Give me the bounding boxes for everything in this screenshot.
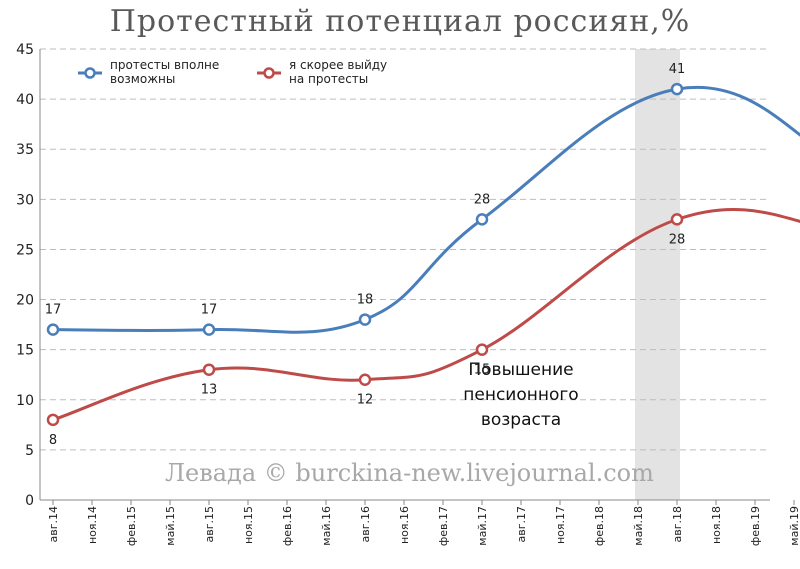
highlight-bands: [635, 49, 680, 500]
legend-entry: протесты вполне возможны: [110, 58, 219, 86]
x-tick-label: ноя.14: [86, 506, 99, 544]
data-point: [475, 213, 489, 226]
legend-entry-line: протесты вполне: [110, 58, 219, 72]
legend-entry-line: на протесты: [289, 72, 368, 86]
highlight-band: [635, 49, 680, 500]
data-point: [670, 82, 684, 96]
data-label: 13: [201, 383, 218, 398]
data-label: 8: [49, 433, 57, 448]
x-tick-label: фев.17: [437, 506, 450, 546]
x-tick-label: ноя.17: [554, 506, 567, 544]
data-point: [46, 413, 60, 427]
data-label: 28: [669, 232, 686, 247]
x-tick-label: май.19: [788, 506, 800, 546]
data-label: 17: [201, 303, 218, 318]
x-tick-label: май.15: [164, 506, 177, 546]
series-line: [52, 85, 800, 334]
x-tick-label: авг.18: [671, 506, 684, 543]
data-label: 15: [474, 363, 491, 378]
data-point: [202, 323, 216, 336]
x-tick-label: фев.16: [281, 506, 294, 546]
annotation-line: пенсионного: [463, 385, 578, 405]
x-tick-label: фев.18: [593, 506, 606, 546]
x-tick-label: авг.14: [47, 506, 60, 543]
data-point: [475, 343, 489, 356]
y-tick-label: 20: [16, 293, 34, 309]
x-tick-label: авг.17: [515, 506, 528, 543]
data-point: [670, 213, 684, 226]
data-point: [358, 313, 372, 326]
data-point: [202, 363, 216, 376]
y-axis-ticks: 0 5 10 15 20 25 30 35 40 45: [16, 42, 34, 509]
data-label: 41: [669, 62, 686, 77]
series-lines: [46, 82, 800, 427]
x-tick-label: авг.16: [359, 506, 372, 543]
y-tick-label: 0: [25, 493, 34, 509]
data-label: 18: [357, 293, 374, 308]
annotation-line: возраста: [481, 410, 561, 430]
legend: протесты вполне возможны я скорее выйду на …: [78, 58, 387, 86]
data-labels: 17171828413426273081312152827242829: [45, 62, 686, 448]
y-tick-label: 15: [16, 343, 34, 359]
y-gridlines: [39, 48, 770, 501]
legend-swatch-marker: [84, 67, 96, 79]
legend-swatch-marker: [263, 67, 275, 79]
data-label: 12: [357, 393, 374, 408]
y-tick-label: 35: [16, 142, 34, 158]
x-tick-label: фев.15: [125, 506, 138, 546]
data-point: [358, 373, 372, 386]
x-tick-label: ноя.15: [242, 506, 255, 544]
legend-entry-line: возможны: [110, 72, 175, 86]
x-tick-label: авг.15: [203, 506, 216, 543]
y-tick-label: 40: [16, 92, 34, 108]
y-tick-label: 45: [16, 42, 34, 58]
chart-title: Протестный потенциал россиян,%: [109, 4, 691, 39]
x-tick-label: май.18: [632, 506, 645, 546]
y-tick-label: 25: [16, 242, 34, 258]
y-tick-label: 5: [25, 443, 34, 459]
x-axis-ticks: авг.14 ноя.14 фев.15 май.15 авг.15 ноя.15 фев.…: [47, 500, 800, 546]
legend-entry: я скорее выйду на протесты: [289, 58, 387, 86]
x-tick-label: фев.19: [749, 506, 762, 546]
series-line: [52, 207, 800, 422]
annotation-line: Повышение: [468, 360, 573, 380]
x-tick-label: ноя.16: [398, 506, 411, 544]
y-tick-label: 30: [16, 192, 34, 208]
legend-entry-line: я скорее выйду: [289, 58, 387, 72]
watermark-text: Левада © burckina-new.livejournal.com: [165, 459, 654, 487]
y-tick-label: 10: [16, 393, 34, 409]
x-tick-label: май.17: [476, 506, 489, 546]
data-point: [46, 323, 60, 336]
data-label: 17: [45, 303, 62, 318]
x-tick-label: ноя.18: [710, 506, 723, 544]
data-label: 28: [474, 192, 491, 207]
annotation-pension-age: Повышение пенсионного возраста: [463, 360, 578, 430]
x-tick-label: май.16: [320, 506, 333, 546]
